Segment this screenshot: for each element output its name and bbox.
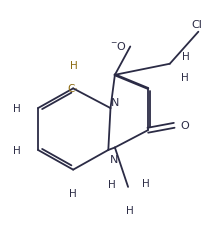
- Text: H: H: [182, 52, 190, 62]
- Text: H: H: [13, 145, 20, 155]
- Text: N: N: [111, 97, 120, 107]
- Text: H: H: [70, 61, 78, 71]
- Text: $^{-}$O: $^{-}$O: [110, 40, 127, 52]
- Text: H: H: [108, 180, 116, 190]
- Text: Cl: Cl: [192, 20, 203, 30]
- Text: H: H: [126, 205, 134, 215]
- Text: H: H: [69, 188, 77, 198]
- Text: H: H: [13, 104, 20, 114]
- Text: O: O: [180, 121, 189, 131]
- Text: H: H: [142, 178, 150, 188]
- Text: N: N: [110, 154, 118, 164]
- Text: C·: C·: [68, 84, 78, 94]
- Text: H: H: [181, 73, 189, 83]
